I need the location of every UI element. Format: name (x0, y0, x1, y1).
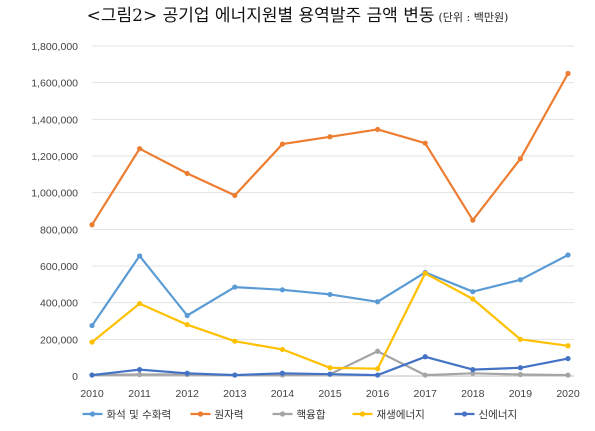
data-point (327, 134, 333, 140)
x-tick-label: 2015 (318, 388, 342, 400)
y-axis-ticks: 0 200,000 400,000 600,000 800,000 1,000,000 1,… (31, 41, 78, 383)
y-tick-label: 1,400,000 (31, 114, 78, 126)
data-point (137, 253, 143, 259)
x-tick-label: 2018 (461, 388, 485, 400)
data-point (137, 366, 143, 373)
data-point (470, 289, 476, 295)
data-point (565, 252, 571, 258)
data-point (184, 312, 190, 319)
data-point (517, 277, 524, 283)
y-tick-label: 1,000,000 (31, 188, 78, 200)
data-point (232, 372, 238, 378)
legend-label: 재생에너지 (377, 409, 425, 421)
data-point (232, 338, 238, 344)
legend-item: 신에너지 (454, 409, 518, 421)
y-tick-label: 0 (72, 371, 78, 383)
data-point (137, 300, 143, 307)
chart-title: <그림2> 공기업 에너지원별 용역발주 금액 변동 (86, 6, 435, 26)
data-point (279, 287, 285, 293)
legend-item: 핵융합 (272, 409, 326, 421)
legend-marker (359, 411, 366, 417)
y-tick-label: 1,600,000 (31, 78, 78, 90)
x-tick-label: 2017 (414, 388, 438, 400)
y-tick-label: 1,800,000 (31, 41, 78, 53)
data-point (517, 336, 524, 342)
data-point (565, 355, 571, 362)
x-tick-label: 2014 (271, 388, 295, 400)
x-tick-label: 2010 (80, 388, 104, 400)
y-tick-label: 600,000 (40, 261, 78, 273)
data-point (327, 371, 333, 377)
title-row: <그림2> 공기업 에너지원별 용역발주 금액 변동 (단위 : 백만원) (0, 0, 595, 34)
data-point (375, 366, 381, 372)
data-point (137, 371, 143, 378)
legend-item: 화석 및 수화력 (82, 409, 172, 421)
data-point (89, 372, 95, 378)
legend-label: 화석 및 수화력 (107, 409, 172, 421)
legend-label: 신에너지 (479, 409, 518, 421)
data-point (517, 371, 524, 378)
data-point (565, 70, 571, 77)
data-point (375, 348, 381, 354)
legend-item: 재생에너지 (352, 409, 425, 421)
data-point (375, 372, 381, 378)
data-point (422, 140, 428, 146)
data-point (184, 370, 190, 376)
data-point (565, 343, 571, 349)
data-point (565, 372, 571, 378)
legend-item: 원자력 (190, 409, 244, 421)
data-point (375, 299, 381, 305)
data-point (232, 284, 238, 290)
x-axis-ticks: 2010 2011 2012 2013 2014 2015 2016 2017 2018 2019… (80, 388, 580, 400)
data-point (327, 365, 333, 371)
data-point (517, 156, 524, 162)
y-tick-label: 400,000 (40, 298, 78, 310)
data-point (184, 170, 190, 177)
legend: 화석 및 수화력 원자력 핵융합 재생에너지 신에너지 (82, 409, 518, 421)
x-tick-label: 2019 (509, 388, 533, 400)
unit-note: (단위 : 백만원) (438, 11, 509, 24)
series-line (91, 272, 569, 370)
data-point (137, 146, 143, 152)
data-point (184, 322, 190, 328)
series-lines (89, 70, 571, 378)
data-point (279, 370, 285, 376)
legend-marker (197, 411, 204, 417)
data-point (232, 192, 238, 199)
data-point (327, 291, 333, 298)
legend-label: 핵융합 (297, 409, 326, 421)
data-point (470, 370, 476, 376)
data-point (89, 322, 95, 329)
data-point (470, 296, 476, 302)
data-point (89, 339, 95, 345)
data-point (422, 354, 428, 360)
data-point (375, 126, 381, 133)
data-point (422, 270, 428, 276)
data-point (517, 365, 524, 371)
series-line (91, 72, 569, 226)
legend-marker (279, 411, 286, 417)
x-tick-label: 2011 (128, 388, 151, 400)
data-point (470, 366, 476, 373)
data-point (470, 217, 476, 223)
legend-marker (89, 411, 96, 417)
y-tick-label: 200,000 (40, 334, 78, 346)
gridlines (92, 45, 574, 377)
y-tick-label: 1,200,000 (31, 151, 78, 163)
data-point (89, 222, 95, 228)
x-tick-label: 2012 (176, 388, 200, 400)
data-point (279, 346, 285, 353)
data-point (422, 372, 428, 378)
y-tick-label: 800,000 (40, 224, 78, 236)
data-point (279, 141, 285, 147)
legend-marker (461, 411, 468, 417)
x-tick-label: 2013 (223, 388, 247, 400)
legend-label: 원자력 (215, 409, 244, 421)
x-tick-label: 2020 (556, 388, 580, 400)
x-tick-label: 2016 (366, 388, 390, 400)
